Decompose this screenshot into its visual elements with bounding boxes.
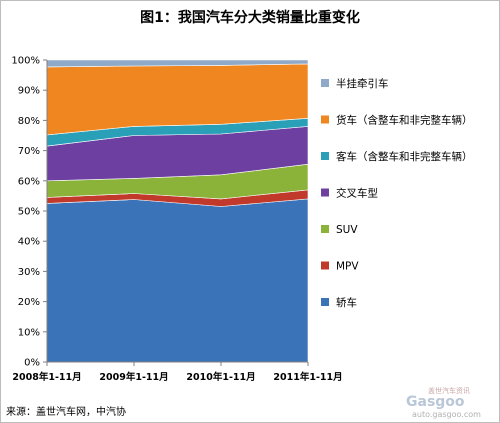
legend-swatch	[321, 79, 329, 87]
chart-title: 图1：我国汽车分大类销量比重变化	[140, 10, 360, 26]
area-series-0	[46, 198, 309, 363]
area-series-6	[46, 59, 309, 68]
y-tick-label: 40%	[18, 237, 40, 248]
x-tick-label: 2008年1-11月	[12, 371, 81, 383]
x-tick-label: 2011年1-11月	[273, 371, 342, 383]
y-tick-label: 80%	[18, 116, 40, 127]
legend-label: MPV	[336, 261, 359, 273]
watermark-cn-text: 盖世汽车资讯	[428, 387, 470, 395]
legend-swatch	[321, 298, 329, 306]
legend-swatch	[321, 188, 329, 197]
y-tick-label: 20%	[18, 297, 40, 308]
legend-swatch	[321, 261, 329, 270]
x-tick-label: 2010年1-11月	[186, 371, 255, 383]
watermark-url: auto.gasgoo.com	[412, 410, 481, 419]
y-tick-label: 0%	[24, 358, 40, 369]
legend-swatch	[321, 115, 329, 124]
legend-swatch	[321, 152, 329, 160]
y-tick-label: 10%	[18, 327, 40, 338]
legend-label: 客车（含整车和非完整车辆）	[336, 150, 473, 163]
y-tick-label: 100%	[11, 56, 40, 67]
gasgoo-watermark: 盖世汽车资讯 Gasgoo auto.gasgoo.com	[404, 386, 496, 420]
y-tick-label: 90%	[18, 86, 40, 97]
legend-label: 轿车	[336, 296, 357, 309]
legend-swatch	[321, 225, 329, 233]
legend-label: SUV	[336, 224, 358, 236]
gasgoo-logo: Gasgoo	[406, 394, 465, 410]
y-tick-label: 70%	[18, 146, 40, 157]
y-tick-label: 30%	[18, 267, 40, 278]
y-tick-label: 60%	[18, 176, 40, 187]
legend-label: 交叉车型	[336, 187, 378, 200]
y-tick-label: 50%	[18, 207, 40, 218]
x-tick-label: 2009年1-11月	[99, 371, 168, 383]
source-note: 来源：盖世汽车网，中汽协	[6, 407, 126, 418]
area-layer	[46, 59, 309, 363]
legend-label: 货车（含整车和非完整车辆）	[336, 114, 473, 127]
axes-layer: 0% 10% 20% 30% 40% 50% 60% 70% 80% 90% 100% 2008年1-…	[11, 56, 342, 384]
legend-label: 半挂牵引车	[336, 77, 389, 90]
